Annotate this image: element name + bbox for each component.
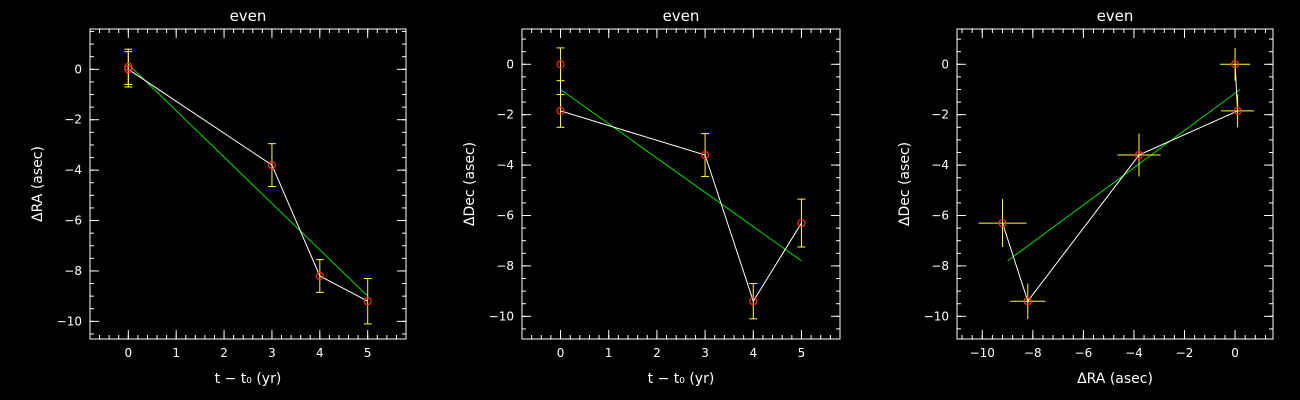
x-tick-label: −2 bbox=[1176, 346, 1194, 360]
x-tick-label: 0 bbox=[1231, 346, 1239, 360]
chart-panel-2: even 0 1 2 3 4 5 0 −2 −4 −6 −8 −10 t − t₀ (yr) ΔDec (a… bbox=[462, 7, 841, 387]
y-tick-label: −10 bbox=[57, 314, 82, 328]
x-tick-label: 2 bbox=[220, 346, 228, 360]
y-tick-label: 0 bbox=[74, 62, 82, 76]
chart-title: even bbox=[1097, 7, 1134, 25]
y-axis-label: ΔDec (asec) bbox=[462, 142, 478, 226]
series-line bbox=[127, 66, 368, 302]
x-tick-label: 5 bbox=[798, 346, 806, 360]
plot-frame bbox=[89, 28, 407, 340]
x-tick-label: 1 bbox=[605, 346, 613, 360]
data-point bbox=[1023, 297, 1032, 306]
x-tick-label: −8 bbox=[1024, 346, 1042, 360]
y-tick-label: −6 bbox=[64, 214, 82, 228]
fit-line bbox=[127, 63, 369, 297]
chart-panel-3: even −10 −8 −6 −4 −2 0 0 −2 −4 −6 −8 −10 ΔRA (asec) ΔD… bbox=[897, 7, 1274, 387]
y-tick-label: 0 bbox=[506, 57, 514, 71]
y-axis-label: ΔRA (asec) bbox=[30, 146, 46, 222]
data-point bbox=[797, 218, 806, 228]
data-point bbox=[363, 297, 372, 306]
chart-title: even bbox=[663, 7, 700, 25]
x-tick-label: 3 bbox=[268, 346, 276, 360]
data-point bbox=[124, 62, 133, 71]
y-tick-label: 0 bbox=[941, 57, 949, 71]
data-point bbox=[1230, 60, 1240, 69]
x-tick-label: 3 bbox=[701, 346, 709, 360]
x-tick-label: −6 bbox=[1075, 346, 1093, 360]
data-point bbox=[1233, 106, 1242, 116]
data-point bbox=[556, 60, 565, 69]
x-axis-label: ΔRA (asec) bbox=[1077, 371, 1153, 387]
chart-title: even bbox=[230, 7, 267, 25]
data-point bbox=[1134, 150, 1144, 160]
data-point bbox=[556, 106, 565, 116]
x-tick-label: 1 bbox=[172, 346, 180, 360]
data-point bbox=[315, 271, 324, 281]
data-point bbox=[700, 150, 710, 160]
y-tick-label: −10 bbox=[924, 309, 949, 323]
y-tick-label: −4 bbox=[931, 158, 949, 172]
y-tick-label: −8 bbox=[931, 259, 949, 273]
y-tick-label: −8 bbox=[64, 264, 82, 278]
y-tick-label: −2 bbox=[64, 113, 82, 127]
x-axis-label: t − t₀ (yr) bbox=[648, 371, 715, 387]
x-tick-label: 5 bbox=[364, 346, 372, 360]
y-tick-label: −8 bbox=[496, 259, 514, 273]
series-line bbox=[560, 64, 802, 303]
data-point bbox=[124, 65, 133, 74]
y-tick-label: −2 bbox=[931, 108, 949, 122]
chart-panel-1: even 0 1 2 3 4 5 0 −2 −4 −6 −8 −10 t − t₀ (yr) ΔRA (as… bbox=[30, 7, 407, 387]
fit-line bbox=[560, 89, 802, 262]
data-point bbox=[749, 297, 758, 306]
x-tick-label: 4 bbox=[749, 346, 757, 360]
y-tick-label: −6 bbox=[931, 209, 949, 223]
x-tick-label: 0 bbox=[557, 346, 565, 360]
y-tick-label: −4 bbox=[64, 163, 82, 177]
x-tick-label: −10 bbox=[970, 346, 995, 360]
plot-frame bbox=[521, 28, 841, 340]
x-tick-label: 4 bbox=[316, 346, 324, 360]
series-line bbox=[1002, 64, 1239, 303]
y-tick-label: −6 bbox=[496, 209, 514, 223]
x-tick-label: −4 bbox=[1125, 346, 1143, 360]
y-axis-label: ΔDec (asec) bbox=[897, 142, 913, 226]
x-axis-label: t − t₀ (yr) bbox=[215, 371, 282, 387]
plot-frame bbox=[956, 28, 1274, 340]
data-point bbox=[998, 218, 1007, 228]
x-tick-label: 2 bbox=[653, 346, 661, 360]
y-tick-label: −2 bbox=[496, 108, 514, 122]
data-point bbox=[267, 160, 277, 170]
x-tick-label: 0 bbox=[124, 346, 132, 360]
y-tick-label: −4 bbox=[496, 158, 514, 172]
y-tick-label: −10 bbox=[489, 309, 514, 323]
